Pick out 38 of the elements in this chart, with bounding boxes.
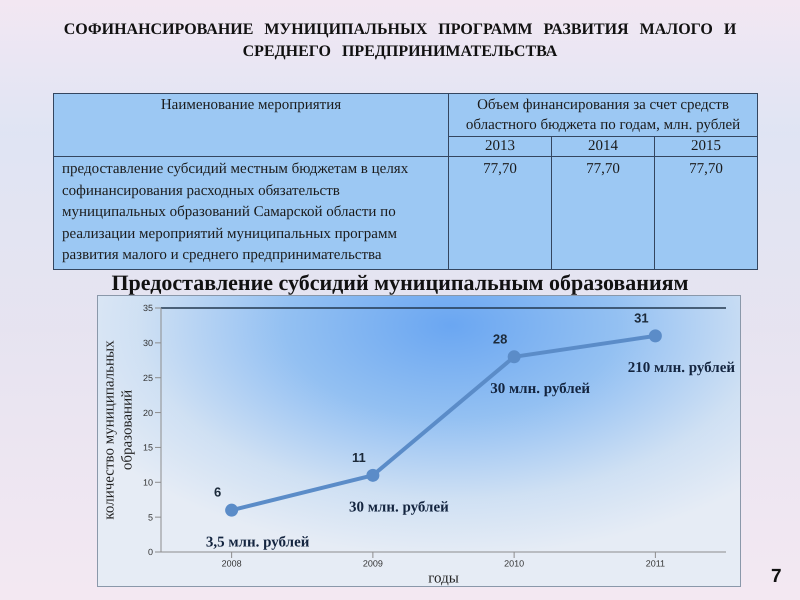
annotation: 30 млн. рублей xyxy=(348,500,450,516)
text: Наименование мероприятия xyxy=(54,94,448,156)
y-tick-label: 30 xyxy=(142,338,153,348)
category-label: 2014 xyxy=(552,136,654,156)
point xyxy=(225,504,238,517)
chart-title: Предоставление субсидий муниципальным образованиям xyxy=(110,270,690,296)
y-tick-label: 25 xyxy=(142,372,153,383)
x-tick-label: 2008 xyxy=(222,558,242,568)
data-label: 28 xyxy=(492,331,508,346)
point xyxy=(508,350,521,364)
y-tick-label: 10 xyxy=(142,477,153,488)
point xyxy=(366,468,380,482)
data-label: 11 xyxy=(352,450,366,465)
category-label: 2015 xyxy=(654,136,758,156)
data-label: 6 xyxy=(214,484,222,500)
data-label: 77,70 xyxy=(654,156,758,269)
text: Объем финансирования за счет средств областного бюджета по годам, млн. рублей xyxy=(448,94,758,136)
data-label: 77,70 xyxy=(448,156,552,269)
annotation: 30 млн. рублей xyxy=(490,381,590,398)
x-tick-label: 2011 xyxy=(646,558,666,568)
x-tick-label: 2009 xyxy=(362,558,383,568)
y-tick-label: 35 xyxy=(142,303,153,314)
annotation: 210 млн. рублей xyxy=(628,360,736,376)
point xyxy=(648,329,662,342)
y-tick-label: 0 xyxy=(148,547,153,558)
y-tick-label: 15 xyxy=(142,442,153,453)
category-label: 2013 xyxy=(448,136,552,156)
annotation: 3,5 млн. рублей xyxy=(206,534,310,550)
y-axis-title: количество муниципальных образований xyxy=(101,340,136,520)
x-tick-label: 2010 xyxy=(504,558,524,568)
data-label: 77,70 xyxy=(552,156,654,269)
text: СОФИНАНСИРОВАНИЕ МУНИЦИПАЛЬНЫХ ПРОГРАММ РАЗВИТИЯ МАЛОГО И СРЕДНЕГО ПРЕДПРИНИМАТЕЛЬСТВА xyxy=(62,20,738,62)
text: 7 xyxy=(771,566,782,588)
text: предоставление субсидий местным бюджетам в целях софинансирования расходных обязательств муниципальных образований Самарской области по реализации мероприятий муниципальных программ развития малого и среднего предпринимательства xyxy=(54,156,448,269)
data-label: 31 xyxy=(634,310,649,326)
y-tick-label: 5 xyxy=(148,512,153,522)
y-tick-label: 20 xyxy=(142,408,153,418)
x-axis-title: годы xyxy=(428,570,459,586)
